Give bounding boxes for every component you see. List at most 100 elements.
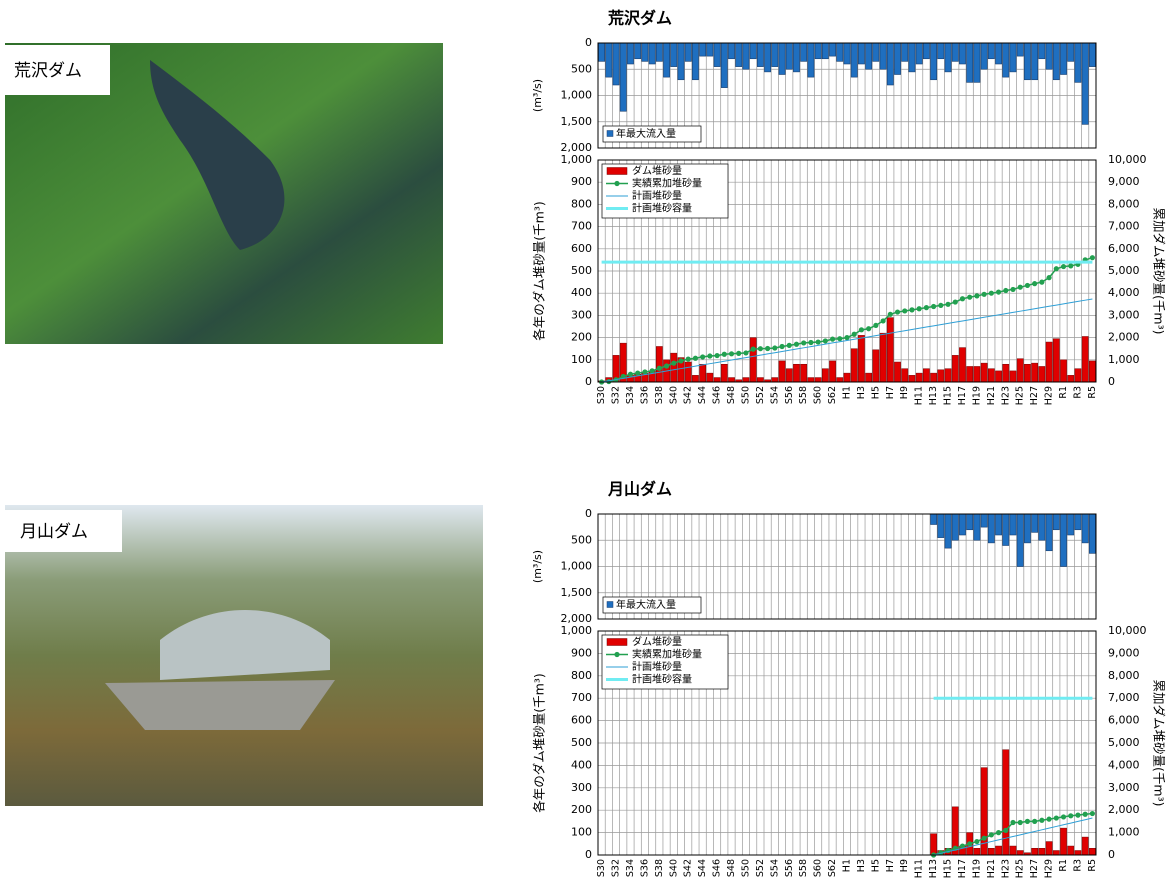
y-tick-label: 300 [571, 308, 592, 321]
y2-tick-label: 5,000 [1108, 736, 1140, 749]
x-tick-label: H3 [856, 386, 867, 399]
line-marker [671, 361, 676, 366]
sediment-bar [656, 346, 662, 382]
dam-body [105, 680, 335, 730]
line-marker [880, 318, 885, 323]
sediment-bar [721, 364, 727, 382]
y2-tick-label: 3,000 [1108, 781, 1140, 794]
legend-swatch [607, 602, 613, 608]
line-marker [974, 293, 979, 298]
line-marker [1039, 818, 1044, 823]
sediment-bar [1053, 851, 1059, 855]
line-marker [1061, 264, 1066, 269]
line-marker [989, 832, 994, 837]
inflow-bar [1089, 43, 1095, 67]
y2-tick-label: 5,000 [1108, 264, 1140, 277]
inflow-bar [757, 43, 763, 67]
legend-label: 実績累加堆砂量 [632, 648, 702, 661]
line-marker [873, 323, 878, 328]
x-tick-label: H21 [986, 859, 997, 878]
line-marker [902, 308, 907, 313]
line-marker [678, 358, 683, 363]
line-marker [945, 302, 950, 307]
sediment-bar [1046, 842, 1052, 855]
inflow-bar [844, 43, 850, 64]
line-marker [1010, 287, 1015, 292]
inflow-bar [1010, 514, 1016, 535]
sediment-bar [829, 361, 835, 382]
line-marker [657, 366, 662, 371]
inflow-bar [974, 514, 980, 540]
y-tick-label: 900 [571, 175, 592, 188]
x-tick-label: H29 [1044, 859, 1055, 878]
inflow-bar [988, 514, 994, 543]
x-tick-label: S52 [755, 386, 766, 404]
y-axis-label: (m³/s) [531, 79, 544, 112]
inflow-bar [750, 43, 756, 59]
sediment-bar [1068, 375, 1074, 382]
line-marker [982, 836, 987, 841]
y-tick-label: 1,000 [561, 89, 593, 102]
inflow-bar [678, 43, 684, 80]
y-tick-label: 0 [585, 507, 592, 520]
y-tick-label: 700 [571, 220, 592, 233]
legend-label: 実績累加堆砂量 [632, 177, 702, 190]
inflow-bar [1060, 514, 1066, 567]
legend-label: 年最大流入量 [616, 598, 676, 611]
inflow-bar [649, 43, 655, 64]
inflow-bar [945, 43, 951, 72]
line-marker [1054, 815, 1059, 820]
sediment-bar [866, 373, 872, 382]
inflow-bar [707, 43, 713, 56]
sediment-bar [909, 375, 915, 382]
y2-tick-label: 4,000 [1108, 758, 1140, 771]
x-tick-label: H19 [971, 386, 982, 405]
inflow-bar [627, 43, 633, 64]
x-tick-label: H25 [1015, 386, 1026, 405]
y-tick-label: 0 [585, 848, 592, 861]
line-marker [743, 350, 748, 355]
y-tick-label: 200 [571, 803, 592, 816]
sediment-bar [931, 373, 937, 382]
sediment-bar [1068, 846, 1074, 855]
x-tick-label: S60 [813, 386, 824, 404]
legend-marker [614, 181, 619, 186]
sediment-bar [779, 361, 785, 382]
legend-label: 計画堆砂容量 [632, 673, 692, 686]
x-tick-label: S40 [668, 859, 679, 877]
x-tick-label: S50 [740, 386, 751, 404]
y-tick-label: 1,500 [561, 586, 593, 599]
line-marker [859, 327, 864, 332]
inflow-bar [772, 43, 778, 67]
inflow-bar [728, 43, 734, 59]
y2-tick-label: 2,000 [1108, 803, 1140, 816]
y-axis-label: (m³/s) [531, 550, 544, 583]
y-tick-label: 500 [571, 533, 592, 546]
y2-tick-label: 8,000 [1108, 197, 1140, 210]
x-tick-label: H21 [986, 386, 997, 405]
line-marker [686, 357, 691, 362]
sediment-bar [916, 373, 922, 382]
x-tick-label: S54 [769, 859, 780, 877]
sediment-bar [945, 369, 951, 382]
inflow-bar [974, 43, 980, 82]
sediment-bar [967, 366, 973, 382]
sediment-bar [844, 373, 850, 382]
inflow-bar [606, 43, 612, 77]
x-tick-label: S34 [625, 859, 636, 877]
line-marker [1075, 813, 1080, 818]
x-tick-label: H23 [1000, 386, 1011, 405]
x-tick-label: S32 [611, 386, 622, 404]
inflow-bar [967, 514, 973, 530]
sediment-bar [995, 846, 1001, 855]
line-marker [700, 354, 705, 359]
inflow-bar [743, 43, 749, 69]
x-tick-label: R1 [1058, 386, 1069, 399]
sediment-bar [1010, 371, 1016, 382]
sediment-bar [952, 355, 958, 382]
sediment-bar [808, 378, 814, 382]
x-tick-label: S36 [639, 386, 650, 404]
inflow-bar [779, 43, 785, 75]
line-marker [765, 346, 770, 351]
photo: 荒沢ダム [5, 43, 443, 344]
